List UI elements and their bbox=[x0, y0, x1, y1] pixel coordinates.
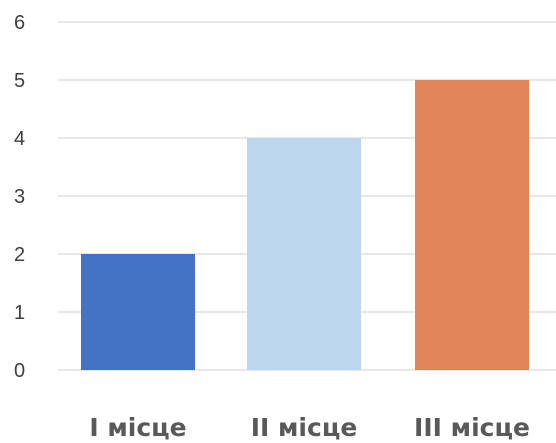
bar-1 bbox=[81, 254, 195, 370]
x-axis-labels: I місце II місце III місце bbox=[89, 413, 530, 442]
y-tick-label: 1 bbox=[14, 302, 25, 324]
y-tick-label: 4 bbox=[14, 128, 25, 150]
y-axis-ticks: 0 1 2 3 4 5 6 bbox=[14, 12, 25, 382]
y-tick-label: 2 bbox=[14, 244, 25, 266]
x-category-label: III місце bbox=[414, 413, 530, 442]
bar-3 bbox=[415, 80, 529, 370]
x-category-label: II місце bbox=[251, 413, 358, 442]
y-tick-label: 3 bbox=[14, 186, 25, 208]
y-tick-label: 0 bbox=[14, 360, 25, 382]
bar-2 bbox=[247, 138, 361, 370]
bars bbox=[81, 80, 529, 370]
y-tick-label: 6 bbox=[14, 12, 25, 34]
x-category-label: I місце bbox=[89, 413, 186, 442]
y-tick-label: 5 bbox=[14, 70, 25, 92]
